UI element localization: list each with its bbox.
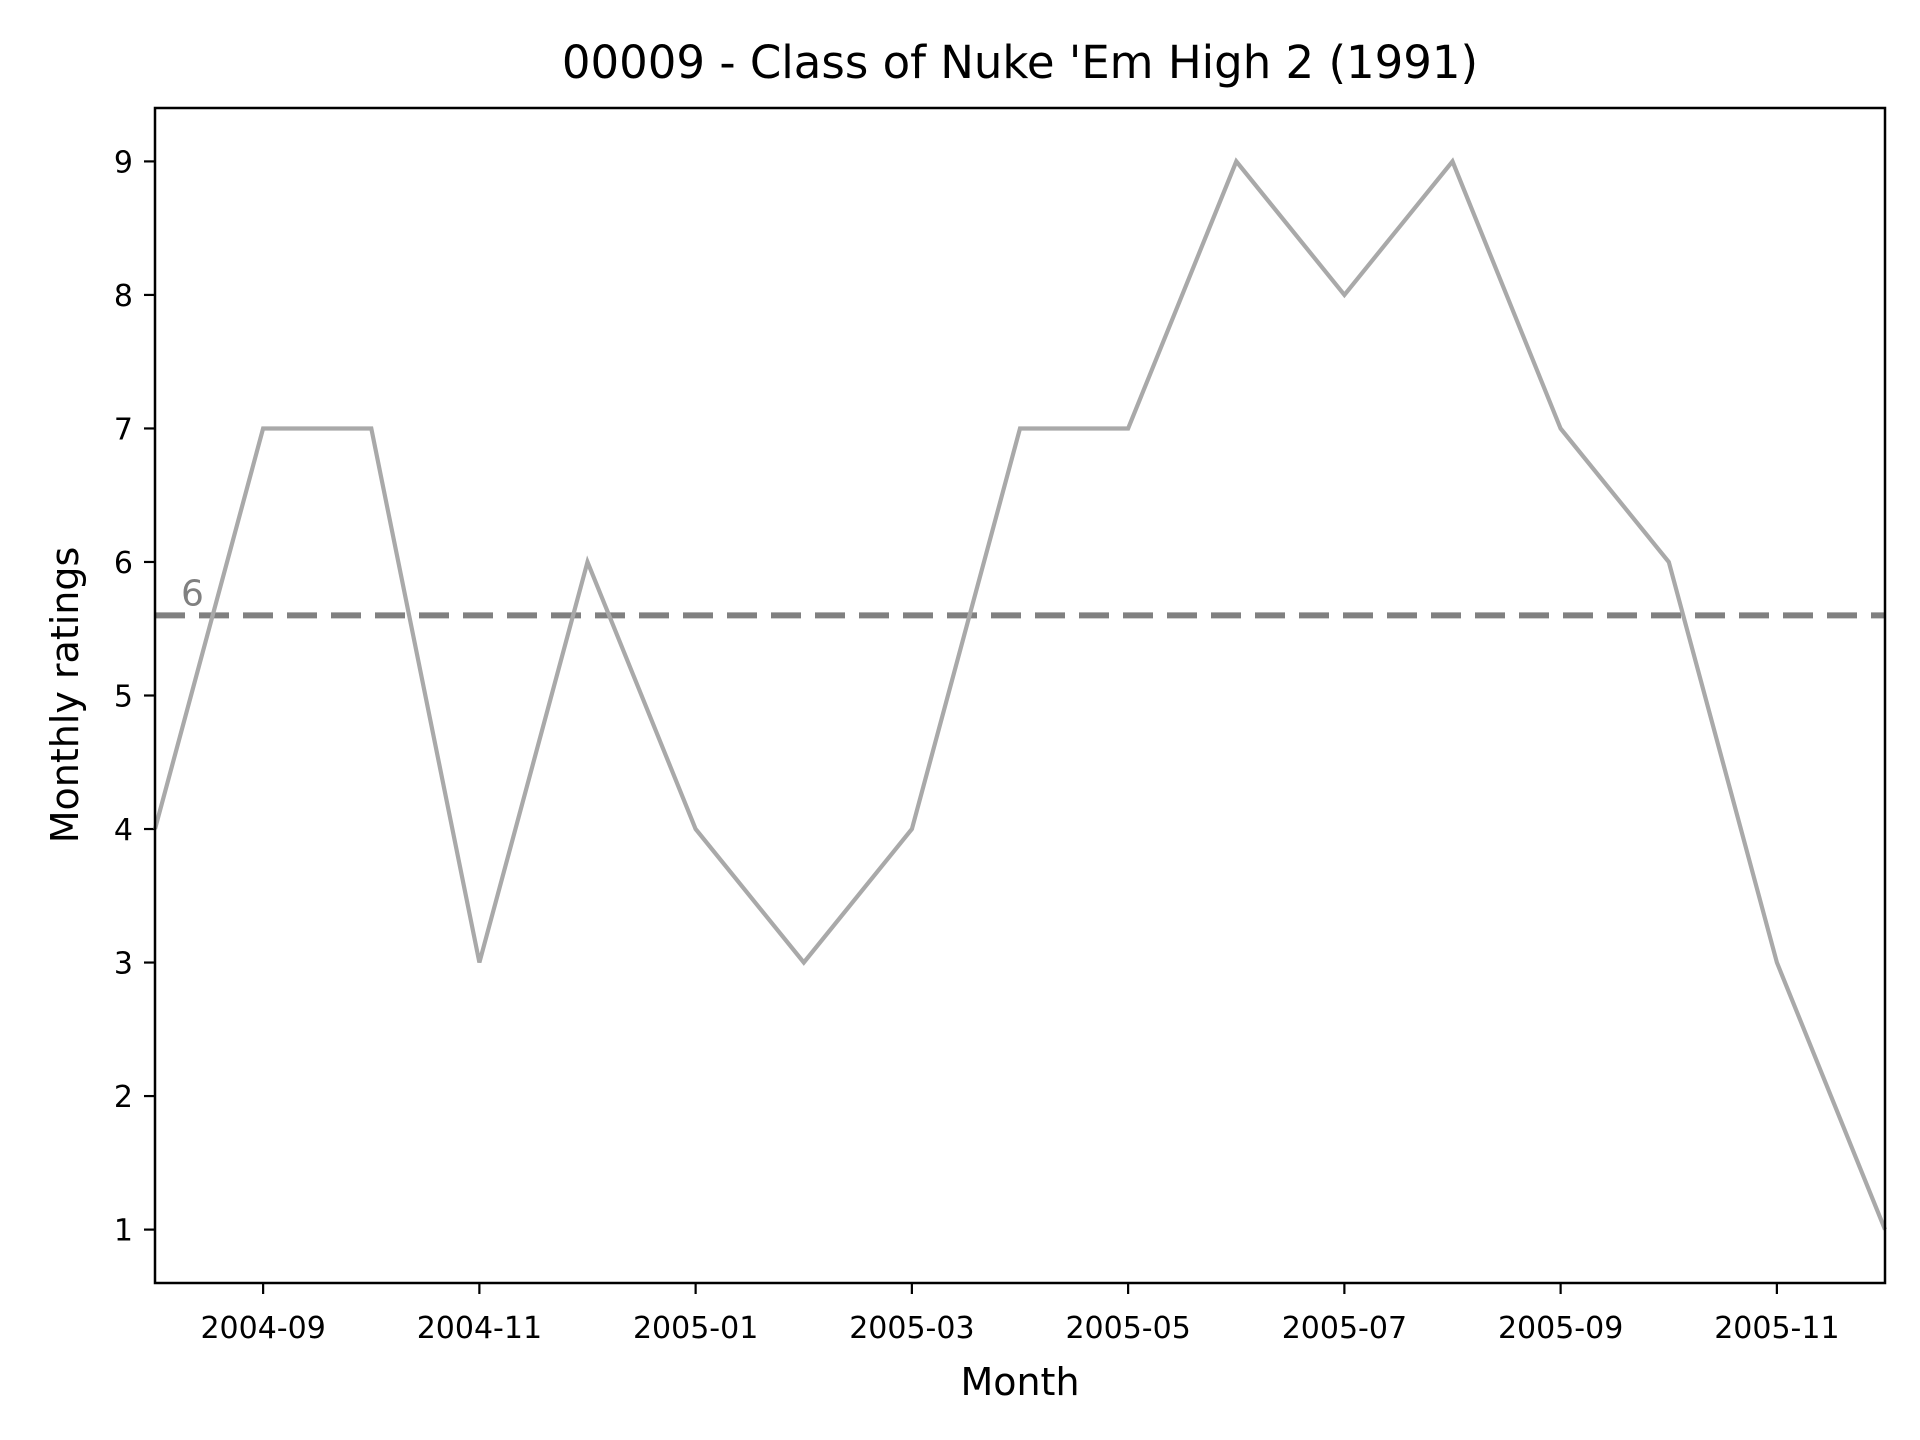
x-tick-label: 2005-11: [1714, 1311, 1839, 1346]
chart-title: 00009 - Class of Nuke 'Em High 2 (1991): [562, 36, 1478, 89]
x-tick-label: 2005-01: [633, 1311, 758, 1346]
y-tick-label: 7: [114, 412, 133, 447]
y-tick-label: 2: [114, 1080, 133, 1115]
x-tick-label: 2005-03: [849, 1311, 974, 1346]
y-tick-label: 4: [114, 813, 133, 848]
x-tick-label: 2005-07: [1282, 1311, 1407, 1346]
y-tick-label: 8: [114, 279, 133, 314]
x-axis-label: Month: [960, 1360, 1079, 1404]
x-tick-label: 2004-09: [200, 1311, 325, 1346]
x-tick-label: 2005-09: [1498, 1311, 1623, 1346]
x-tick-label: 2004-11: [417, 1311, 542, 1346]
y-tick-label: 6: [114, 546, 133, 581]
y-tick-label: 5: [114, 680, 133, 715]
plot-frame: [153, 106, 1887, 1285]
y-tick-label: 1: [114, 1214, 133, 1249]
y-tick-label: 9: [114, 145, 133, 180]
series-line: [152, 157, 1887, 1231]
y-tick-label: 3: [114, 947, 133, 982]
plot-area: 1 2 3 4 5 6 7 8 9 2004-09 2004-11 2005-01 2005-03 200…: [114, 145, 1887, 1346]
reference-line-label: 6: [181, 573, 204, 614]
y-axis-label: Monthly ratings: [43, 547, 87, 844]
x-tick-label: 2005-05: [1065, 1311, 1190, 1346]
